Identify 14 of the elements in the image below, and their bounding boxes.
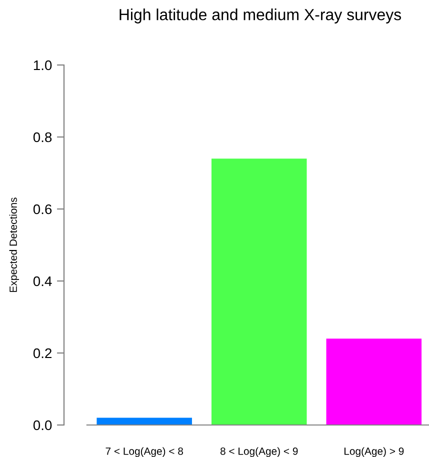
bar — [96, 418, 192, 425]
y-tick-label: 0.6 — [33, 204, 52, 214]
x-tick-label: Log(Age) > 9 — [344, 447, 404, 457]
y-axis-title: Expected Detections — [9, 198, 19, 292]
y-tick-label: 1.0 — [34, 60, 52, 70]
bar — [211, 158, 307, 425]
x-tick-label: 8 < Log(Age) < 9 — [220, 447, 298, 457]
y-tick-label: 0.0 — [33, 420, 52, 430]
y-tick-label: 0.8 — [33, 132, 52, 142]
chart-title: High latitude and medium X-ray surveys — [120, 8, 402, 24]
x-tick-label: 7 < Log(Age) < 8 — [106, 447, 183, 457]
bar — [326, 338, 422, 425]
y-tick-label: 0.2 — [33, 348, 52, 358]
y-tick-label: 0.4 — [33, 276, 52, 286]
